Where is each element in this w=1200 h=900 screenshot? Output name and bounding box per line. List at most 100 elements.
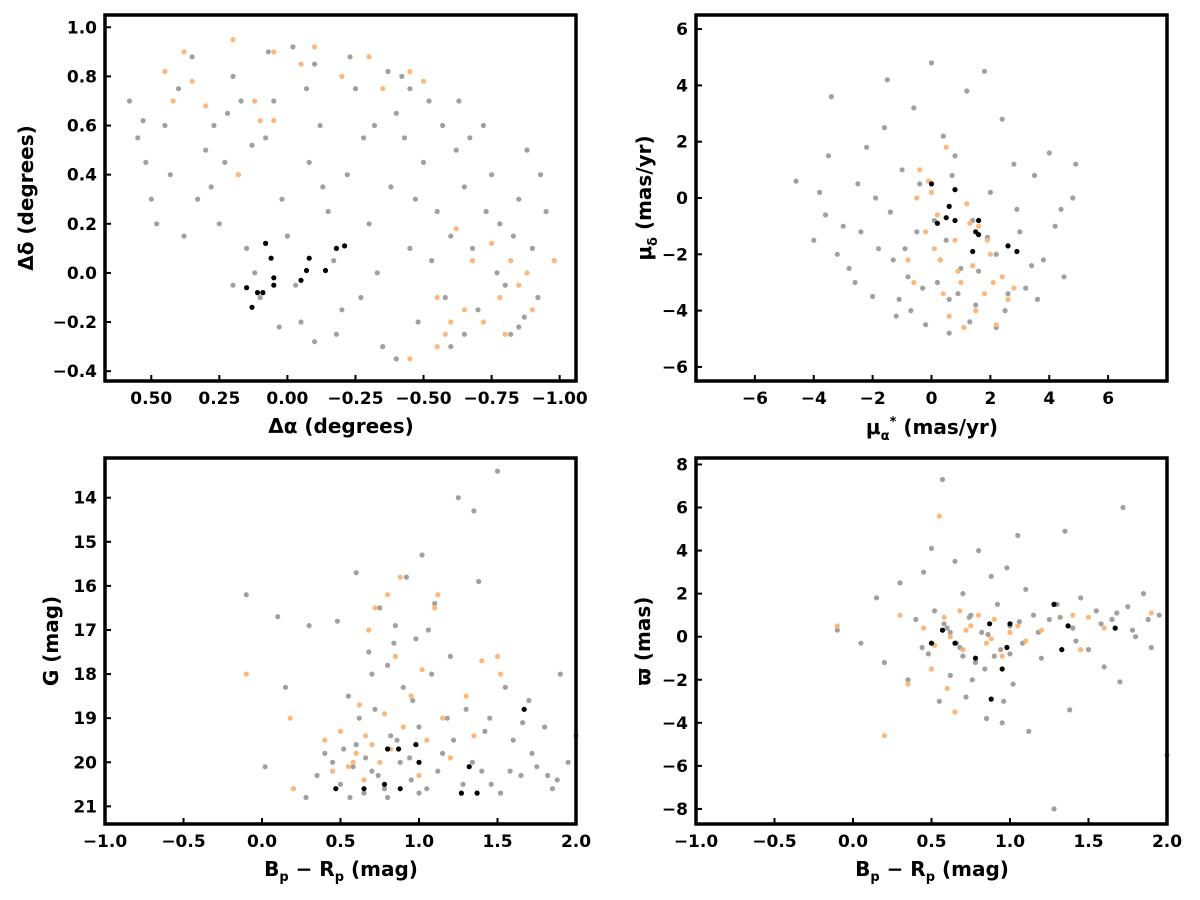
cmd-point-series-0 [403, 574, 409, 580]
cmd-x-tick-label: 0.5 [325, 832, 355, 852]
cmd-point-series-2 [361, 786, 367, 792]
cmd-y-tick-label: 18 [73, 665, 97, 685]
cmd-point-series-0 [529, 750, 535, 757]
sky-y-tick-label: 0.8 [67, 67, 97, 87]
plx-point-series-0 [1078, 595, 1084, 601]
plx-x-tick-label: 1.0 [995, 832, 1025, 852]
sky-point-series-0 [374, 270, 380, 276]
sky-point-series-1 [380, 86, 386, 92]
sky-point-series-1 [497, 294, 503, 301]
pm-point-series-1 [964, 201, 970, 207]
plx-point-series-1 [834, 623, 840, 629]
plx-point-series-0 [1015, 532, 1021, 539]
pm-point-series-0 [1073, 161, 1079, 167]
plx-point-series-2 [988, 696, 994, 702]
pm-x-tick-label: 4 [1043, 389, 1055, 409]
sky-point-series-0 [162, 122, 168, 129]
plx-point-series-1 [905, 681, 911, 687]
cmd-point-series-1 [350, 759, 356, 765]
sky-x-tick-label: −0.75 [463, 389, 519, 409]
sky-y-tick-label: 0.4 [67, 166, 97, 186]
cmd-point-series-0 [377, 605, 383, 611]
pm-point-series-1 [955, 268, 961, 274]
cmd-point-series-0 [407, 755, 413, 761]
pm-point-series-0 [934, 279, 941, 286]
pm-point-series-0 [855, 181, 861, 187]
sky-point-series-0 [333, 331, 339, 337]
cmd-point-series-2 [466, 764, 472, 770]
pm-point-series-1 [917, 167, 923, 173]
plx-point-series-0 [1073, 638, 1079, 644]
sky-point-series-2 [271, 275, 277, 281]
pm-point-series-2 [946, 203, 952, 209]
sky-point-series-0 [211, 122, 217, 129]
cmd-point-series-0 [306, 623, 312, 629]
cmd-point-series-1 [372, 605, 378, 611]
plx-point-series-0 [1140, 591, 1147, 597]
sky-point-series-0 [230, 73, 236, 79]
cmd-point-series-2 [413, 742, 419, 748]
plx-point-series-0 [1133, 634, 1139, 640]
cmd-point-series-0 [243, 592, 249, 598]
sky-point-series-0 [461, 184, 467, 190]
cmd-point-series-0 [494, 468, 501, 474]
pm-point-series-2 [970, 248, 976, 255]
cmd-point-series-1 [471, 733, 477, 739]
pm-point-series-1 [952, 237, 958, 243]
cmd-x-tick-label: −1.0 [83, 832, 128, 852]
cmd-point-series-0 [416, 790, 422, 796]
plx-point-series-0 [985, 631, 991, 638]
plx-point-series-1 [976, 612, 982, 618]
sky-y-tick-label: −0.4 [53, 362, 98, 382]
sky-point-series-1 [442, 331, 448, 337]
plx-point-series-0 [1007, 651, 1013, 657]
cmd-y-axis-label: G (mag) [39, 596, 63, 686]
sky-point-series-0 [352, 86, 359, 92]
cmd-point-series-0 [534, 764, 540, 770]
sky-point-series-0 [393, 110, 399, 116]
cmd-point-series-2 [381, 781, 388, 787]
sky-point-series-0 [461, 331, 467, 337]
cmd-point-series-1 [498, 671, 504, 677]
cmd-point-series-0 [330, 759, 336, 765]
pm-point-series-0 [976, 268, 982, 274]
cmd-point-series-0 [397, 759, 403, 765]
plx-point-series-0 [963, 694, 969, 700]
sky-point-series-0 [263, 135, 269, 141]
pm-y-tick-label: −6 [662, 358, 688, 378]
cmd-point-series-1 [369, 742, 375, 748]
cmd-point-series-1 [408, 693, 414, 699]
sky-ticks: 0.50 0.25 0.00 −0.25 −0.50 −0.75 −1.00 −0.4 −0.2… [53, 18, 588, 409]
pm-point-series-0 [946, 330, 952, 336]
sky-point-series-0 [516, 324, 522, 330]
pm-point-series-0 [793, 178, 799, 184]
cmd-point-series-0 [542, 724, 548, 730]
plx-point-series-1 [983, 640, 990, 646]
pm-point-series-0 [999, 116, 1005, 122]
plx-point-series-1 [881, 733, 888, 739]
plx-x-tick-label: −1.0 [674, 832, 719, 852]
sky-point-series-0 [293, 282, 299, 288]
sky-point-series-2 [268, 255, 274, 261]
plx-point-series-1 [1038, 627, 1044, 633]
plx-point-series-0 [1120, 504, 1126, 511]
cmd-point-series-1 [356, 702, 362, 708]
pm-y-tick-label: −2 [662, 245, 688, 265]
sky-point-series-1 [448, 319, 454, 325]
cmd-point-series-0 [392, 623, 398, 629]
pm-point-series-0 [822, 212, 829, 218]
sky-point-series-1 [434, 344, 440, 350]
sky-point-series-0 [401, 135, 408, 141]
sky-point-series-0 [489, 172, 495, 178]
cmd-x-tick-label: 1.5 [482, 832, 512, 852]
cmd-point-series-1 [479, 658, 485, 664]
plx-y-tick-label: 2 [676, 585, 688, 605]
plx-point-series-0 [897, 580, 903, 586]
plx-point-series-0 [960, 591, 966, 597]
cmd-point-series-2 [397, 786, 403, 792]
sky-point-series-0 [543, 208, 549, 215]
sky-point-series-0 [412, 196, 418, 202]
sky-point-series-0 [508, 331, 514, 337]
plx-point-series-0 [979, 629, 985, 636]
pm-point-series-0 [964, 88, 970, 94]
